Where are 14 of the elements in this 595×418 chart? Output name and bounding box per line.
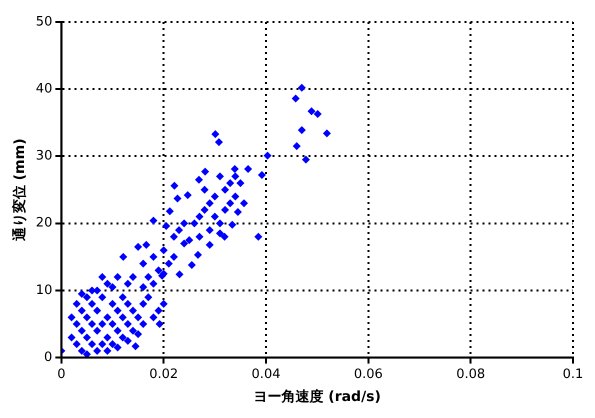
y-tick-label: 0 [44,350,52,365]
y-tick-label: 30 [36,148,52,164]
y-tick-label: 20 [36,216,52,231]
y-tick-label: 10 [36,282,52,298]
x-tick-label: 0.06 [354,366,383,382]
x-tick-label: 0.02 [149,366,178,382]
x-tick-label: 0.08 [456,366,486,382]
x-tick-label: 0 [57,366,66,382]
x-axis-title: ヨー角速度 (rad/s) [253,388,381,406]
y-axis-title: 通り変位 (mm) [11,138,28,242]
x-tick-label: 0.1 [562,366,584,382]
y-tick-label: 50 [36,14,52,30]
y-tick-label: 40 [36,81,52,96]
x-tick-label: 0.04 [252,366,280,382]
